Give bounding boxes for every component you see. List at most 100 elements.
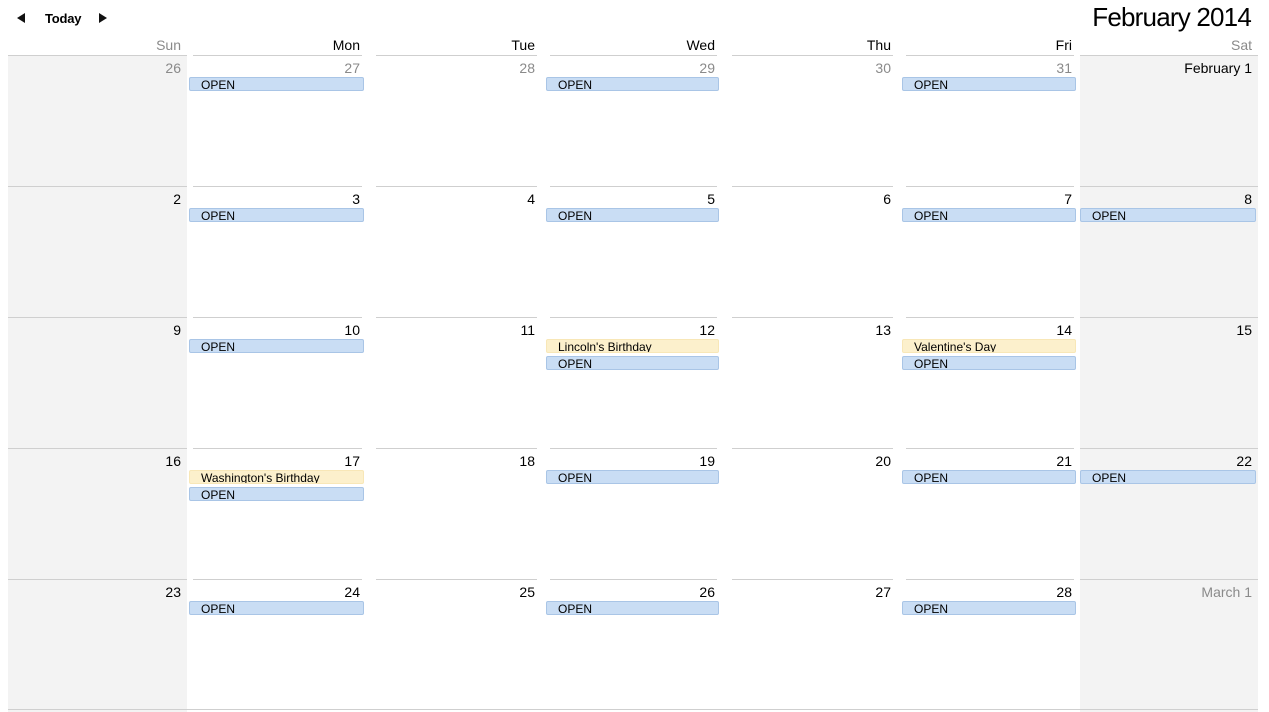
day-cell[interactable]: 31 OPEN <box>902 55 1078 186</box>
cell-divider <box>193 186 362 187</box>
open-event[interactable]: OPEN <box>546 356 719 370</box>
open-event[interactable]: OPEN <box>902 208 1076 222</box>
weekday-sat: Sat <box>1230 37 1252 53</box>
day-cell[interactable]: 3 OPEN <box>189 186 366 317</box>
open-event[interactable]: OPEN <box>189 487 364 501</box>
day-cell[interactable]: 9 <box>8 317 187 448</box>
day-number: February 1 <box>1184 60 1252 76</box>
day-cell[interactable]: 4 <box>372 186 541 317</box>
month-grid: 26 27 OPEN 28 29 OPEN 30 31 OPEN February 1 2 3 OPEN… <box>8 55 1258 712</box>
cell-divider <box>1080 55 1258 56</box>
cell-divider <box>906 317 1074 318</box>
cell-divider <box>8 448 187 449</box>
cell-divider <box>732 186 893 187</box>
day-cell[interactable]: 26 OPEN <box>546 579 721 710</box>
day-cell[interactable]: 26 <box>8 55 187 186</box>
day-cell[interactable]: 24 OPEN <box>189 579 366 710</box>
previous-month-icon[interactable] <box>17 13 25 23</box>
day-cell[interactable]: 28 <box>372 55 541 186</box>
day-cell[interactable]: 27 <box>728 579 897 710</box>
month-name: February <box>1092 2 1190 32</box>
cell-divider <box>550 186 717 187</box>
day-number: March 1 <box>1201 584 1252 600</box>
open-event[interactable]: OPEN <box>546 470 719 484</box>
holiday-event[interactable]: Washington's Birthday <box>189 470 364 484</box>
open-event[interactable]: OPEN <box>189 77 364 91</box>
cell-divider <box>376 317 537 318</box>
cell-divider <box>193 579 362 580</box>
cell-divider <box>906 448 1074 449</box>
day-number: 28 <box>1056 584 1072 600</box>
open-event[interactable]: OPEN <box>902 601 1076 615</box>
cell-divider <box>1080 186 1258 187</box>
open-event[interactable]: OPEN <box>189 208 364 222</box>
day-cell[interactable]: 27 OPEN <box>189 55 366 186</box>
day-cell[interactable]: 12 Lincoln's Birthday OPEN <box>546 317 721 448</box>
day-cell[interactable]: 16 <box>8 448 187 579</box>
day-number: 16 <box>165 453 181 469</box>
day-cell[interactable]: 29 OPEN <box>546 55 721 186</box>
open-event[interactable]: OPEN <box>902 470 1076 484</box>
day-cell[interactable]: 17 Washington's Birthday OPEN <box>189 448 366 579</box>
day-cell[interactable]: 14 Valentine's Day OPEN <box>902 317 1078 448</box>
day-cell[interactable]: February 1 <box>1080 55 1258 186</box>
day-cell[interactable]: March 1 <box>1080 579 1258 710</box>
day-cell[interactable]: 6 <box>728 186 897 317</box>
day-cell[interactable]: 20 <box>728 448 897 579</box>
day-cell[interactable]: 2 <box>8 186 187 317</box>
cell-divider <box>550 448 717 449</box>
day-cell[interactable]: 13 <box>728 317 897 448</box>
year-label: 2014 <box>1196 2 1251 32</box>
open-event[interactable]: OPEN <box>546 208 719 222</box>
cell-divider <box>8 55 187 56</box>
month-title: February 2014 <box>1092 2 1252 32</box>
cell-divider <box>193 55 362 56</box>
day-cell[interactable]: 22 OPEN <box>1080 448 1258 579</box>
day-number: 17 <box>344 453 360 469</box>
day-cell[interactable]: 8 OPEN <box>1080 186 1258 317</box>
day-cell[interactable]: 28 OPEN <box>902 579 1078 710</box>
grid-bottom-divider <box>8 709 1258 710</box>
day-number: 7 <box>1064 191 1072 207</box>
open-event[interactable]: OPEN <box>902 77 1076 91</box>
cell-divider <box>906 186 1074 187</box>
cell-divider <box>1080 579 1258 580</box>
day-number: 11 <box>520 322 535 338</box>
cell-divider <box>1080 317 1258 318</box>
weekday-wed: Wed <box>686 37 715 53</box>
day-number: 18 <box>519 453 535 469</box>
day-number: 26 <box>699 584 715 600</box>
day-cell[interactable]: 15 <box>1080 317 1258 448</box>
day-number: 19 <box>699 453 715 469</box>
next-month-icon[interactable] <box>99 13 108 23</box>
open-event[interactable]: OPEN <box>189 339 364 353</box>
holiday-event[interactable]: Valentine's Day <box>902 339 1076 353</box>
day-cell[interactable]: 21 OPEN <box>902 448 1078 579</box>
open-event[interactable]: OPEN <box>546 77 719 91</box>
day-cell[interactable]: 7 OPEN <box>902 186 1078 317</box>
day-cell[interactable]: 10 OPEN <box>189 317 366 448</box>
day-number: 9 <box>173 322 181 338</box>
cell-divider <box>376 448 537 449</box>
day-number: 24 <box>344 584 360 600</box>
day-cell[interactable]: 5 OPEN <box>546 186 721 317</box>
holiday-event[interactable]: Lincoln's Birthday <box>546 339 719 353</box>
day-number: 27 <box>875 584 891 600</box>
day-cell[interactable]: 11 <box>372 317 541 448</box>
day-number: 23 <box>165 584 181 600</box>
open-event[interactable]: OPEN <box>546 601 719 615</box>
open-event[interactable]: OPEN <box>902 356 1076 370</box>
day-cell[interactable]: 23 <box>8 579 187 710</box>
cell-divider <box>732 579 893 580</box>
open-event[interactable]: OPEN <box>1080 208 1256 222</box>
cell-divider <box>732 448 893 449</box>
day-cell[interactable]: 30 <box>728 55 897 186</box>
day-cell[interactable]: 25 <box>372 579 541 710</box>
day-number: 20 <box>875 453 891 469</box>
open-event[interactable]: OPEN <box>1080 470 1256 484</box>
today-button[interactable]: Today <box>45 10 82 26</box>
day-cell[interactable]: 18 <box>372 448 541 579</box>
open-event[interactable]: OPEN <box>189 601 364 615</box>
day-cell[interactable]: 19 OPEN <box>546 448 721 579</box>
day-number: 2 <box>173 191 181 207</box>
